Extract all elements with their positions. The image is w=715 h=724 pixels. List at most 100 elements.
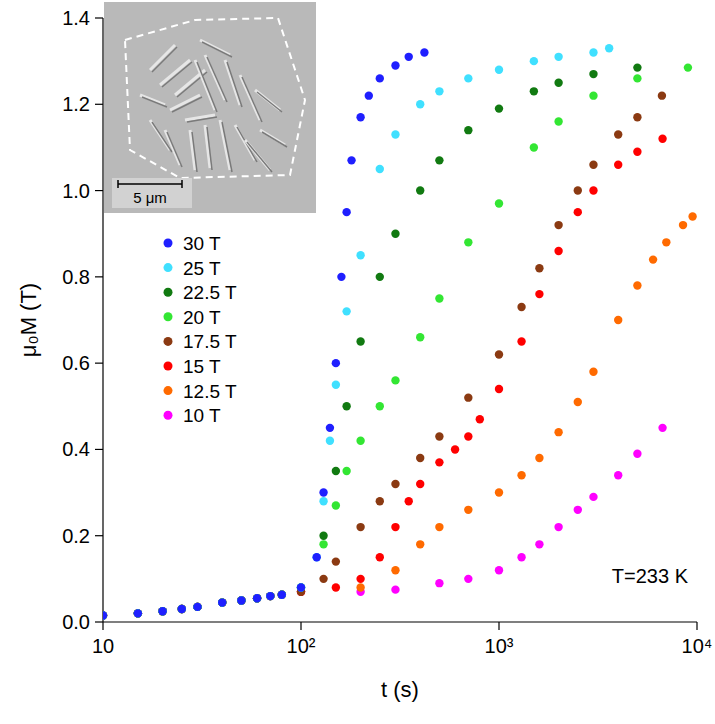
series (103, 424, 667, 620)
data-point (464, 74, 472, 82)
data-point (158, 607, 166, 615)
data-point (614, 160, 622, 168)
y-tick (95, 449, 103, 450)
inset-feature (152, 47, 177, 72)
data-point (342, 402, 350, 410)
data-point (376, 273, 384, 281)
data-point (253, 594, 261, 602)
data-point (342, 208, 350, 216)
y-tick-label: 1.4 (62, 7, 90, 29)
data-point (158, 607, 166, 615)
data-point (319, 532, 327, 540)
data-point (495, 66, 503, 74)
inset-background (104, 2, 316, 213)
data-point (342, 307, 350, 315)
y-tick-label: 0.4 (62, 438, 90, 460)
data-point (535, 540, 543, 548)
data-point (178, 605, 186, 613)
data-point (178, 605, 186, 613)
data-point (253, 594, 261, 602)
data-point (253, 594, 261, 602)
data-point (103, 611, 107, 619)
x-tick-label: 10 (92, 635, 114, 657)
data-point (103, 611, 107, 619)
data-point (193, 603, 201, 611)
y-axis-title: μ₀M (T) (16, 283, 41, 357)
data-point (391, 130, 399, 138)
inset-feature (262, 132, 287, 147)
legend-label: 15 T (183, 356, 221, 377)
data-point (319, 497, 327, 505)
y-tick-label: 0.8 (62, 266, 90, 288)
data-point (103, 611, 107, 619)
data-point (420, 48, 428, 56)
data-point (178, 605, 186, 613)
data-point (416, 454, 424, 462)
inset-feature (142, 97, 167, 107)
inset-feature (240, 75, 260, 120)
data-point (218, 598, 226, 606)
data-point (103, 611, 107, 619)
data-point (158, 607, 166, 615)
data-point (464, 432, 472, 440)
data-point (332, 467, 340, 475)
y-axis (102, 18, 103, 622)
data-point (574, 506, 582, 514)
data-point (356, 113, 364, 121)
data-point (356, 437, 364, 445)
data-point (158, 607, 166, 615)
data-point (391, 480, 399, 488)
data-point (464, 238, 472, 246)
data-point (193, 603, 201, 611)
data-point (658, 424, 666, 432)
y-tick (95, 363, 103, 364)
legend-label: 25 T (183, 258, 221, 279)
y-tick (95, 104, 103, 105)
data-point (464, 506, 472, 514)
inset-feature (225, 60, 240, 105)
data-point (237, 596, 245, 604)
data-point (495, 488, 503, 496)
data-point (633, 148, 641, 156)
x-tick (300, 622, 301, 630)
data-point (237, 596, 245, 604)
data-point (278, 591, 286, 599)
data-point (530, 87, 538, 95)
data-point (365, 91, 373, 99)
data-point (253, 594, 261, 602)
data-point (278, 591, 286, 599)
inset-image: 5 μm (104, 2, 316, 213)
data-point (554, 428, 562, 436)
data-point (237, 596, 245, 604)
legend-marker (164, 411, 173, 420)
data-point (218, 598, 226, 606)
data-point (435, 87, 443, 95)
inset-feature (200, 40, 230, 55)
data-point (589, 368, 597, 376)
data-point (416, 540, 424, 548)
x-tick-label: 10² (287, 635, 316, 657)
y-tick-label: 0.0 (62, 611, 90, 633)
data-point (376, 165, 384, 173)
data-point (218, 598, 226, 606)
data-point (134, 609, 142, 617)
data-point (530, 143, 538, 151)
data-point (554, 221, 562, 229)
data-point (589, 493, 597, 501)
data-point (237, 596, 245, 604)
legend-marker (164, 386, 173, 395)
data-point (178, 605, 186, 613)
y-tick (95, 535, 103, 536)
data-point (253, 594, 261, 602)
data-point (649, 255, 657, 263)
data-point (554, 79, 562, 87)
data-point (633, 63, 641, 71)
data-point (464, 393, 472, 401)
data-point (435, 294, 443, 302)
data-point (178, 605, 186, 613)
inset-feature (220, 120, 230, 170)
data-point (633, 74, 641, 82)
inset-feature (222, 122, 232, 172)
data-point (614, 130, 622, 138)
series (103, 63, 692, 619)
